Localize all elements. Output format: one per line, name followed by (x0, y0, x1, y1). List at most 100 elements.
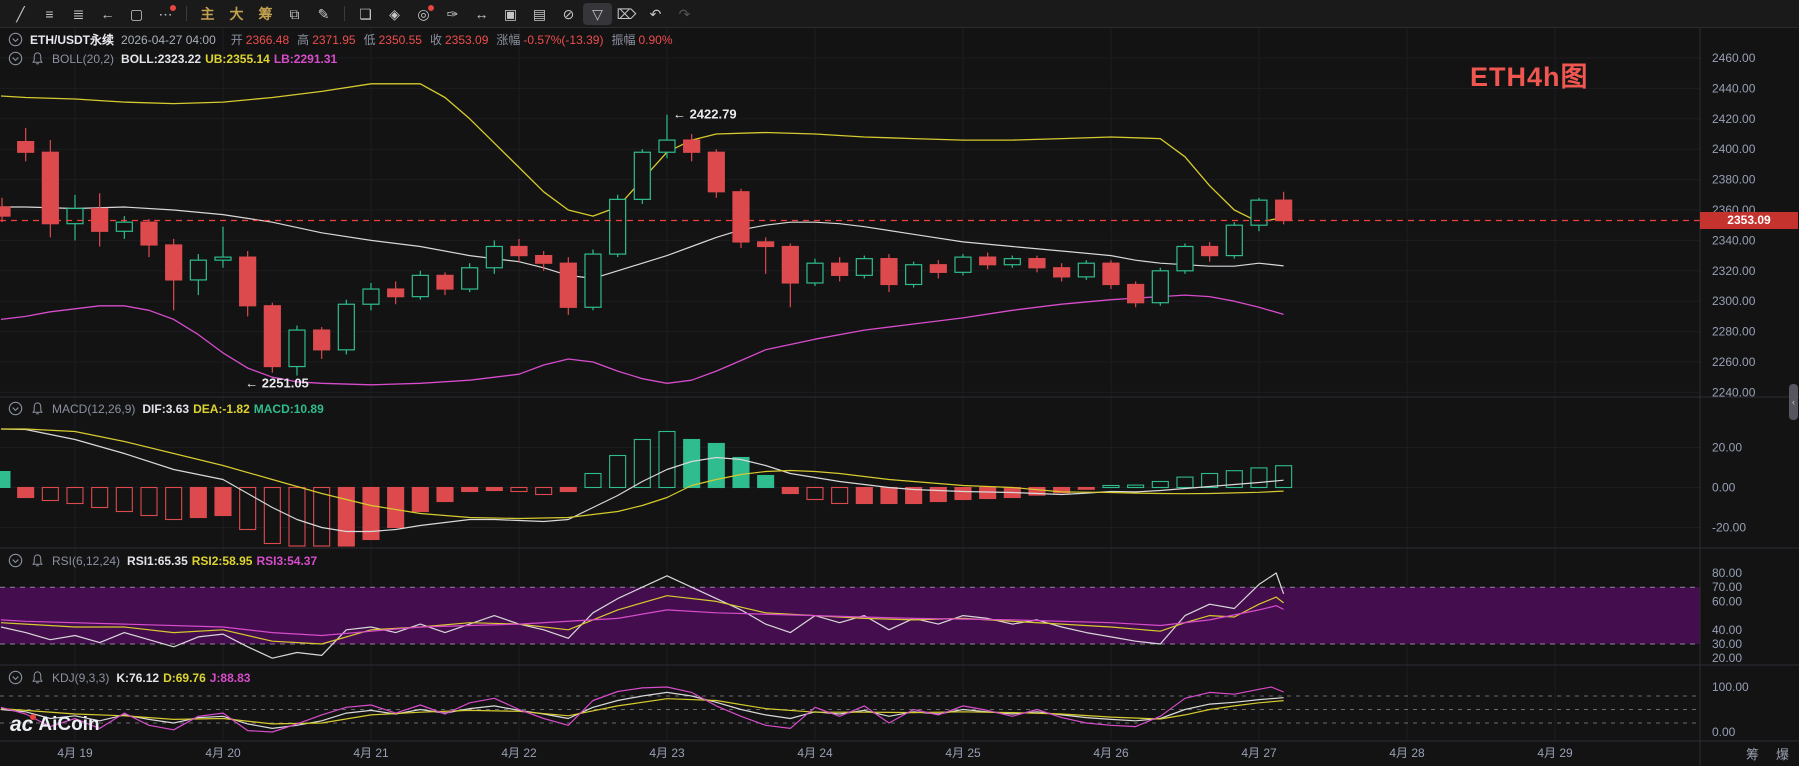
toolbar-divider (344, 6, 345, 21)
candle (732, 191, 750, 243)
macd-bar (535, 486, 553, 496)
aicoin-logo-text: AiCoin (38, 714, 100, 735)
macd-bar (313, 486, 331, 547)
candle (929, 264, 947, 273)
candle (1077, 262, 1095, 278)
indicator-value: RSI3:54.37 (256, 553, 318, 568)
chevron-down-icon[interactable] (8, 32, 23, 47)
macd-bar (954, 486, 972, 501)
chevron-down-icon[interactable] (8, 401, 23, 416)
candle (855, 258, 873, 276)
field-label: 高 (297, 33, 310, 47)
undo-icon[interactable]: ↶ (649, 5, 662, 22)
kdj-axis-label: 0.00 (1712, 725, 1736, 739)
candle (313, 329, 331, 351)
filter-icon[interactable]: ▽ (583, 2, 612, 25)
candle (559, 262, 577, 308)
measure-icon[interactable]: ↔ (474, 5, 489, 22)
kdj-legend: KDJ(9,3,3) K:76.12 D:69.76 J:88.83 (8, 670, 254, 685)
rectangle-tool-icon[interactable]: ▢ (129, 5, 144, 22)
indicator-values: RSI1:65.35 RSI2:58.95 RSI3:54.37 (127, 554, 321, 568)
order-form-icon[interactable]: ▤ (532, 5, 547, 22)
candle (905, 264, 923, 286)
macd-dea-line (1, 428, 1284, 520)
liquidation-button[interactable]: 爆 (1776, 747, 1790, 762)
macd-legend: MACD(12,26,9) DIF:3.63 DEA:-1.82 MACD:10.8… (8, 401, 328, 416)
macd-bar (658, 430, 676, 489)
boll-legend: BOLL(20,2) BOLL:2323.22 UB:2355.14 LB:2291… (8, 51, 341, 66)
indicator-values: BOLL:2323.22 UB:2355.14 LB:2291.31 (121, 52, 341, 66)
large-view-button[interactable]: 大 (229, 5, 244, 22)
boll-lower-line (0, 294, 1284, 386)
price-axis-label: 2300.00 (1712, 294, 1756, 308)
chevron-down-icon[interactable] (8, 553, 23, 568)
datetime-label: 2026-04-27 04:00 (121, 32, 216, 47)
brush-tool-icon[interactable]: ⋯ (151, 3, 180, 25)
lock-icon[interactable]: ▣ (503, 5, 518, 22)
macd-bar (831, 486, 849, 505)
alert-bell-icon[interactable] (30, 401, 45, 416)
candle (1102, 262, 1120, 286)
macd-bar (929, 486, 947, 503)
macd-bar (905, 486, 923, 505)
indicator-value: J:88.83 (209, 670, 251, 685)
indicator-value: D:69.76 (163, 670, 206, 685)
macd-bar (510, 486, 528, 493)
chips-distribution-button[interactable]: 筹 (1746, 747, 1760, 762)
candle (17, 141, 35, 153)
macd-bar (1176, 476, 1194, 489)
candle (658, 139, 676, 153)
chevron-down-icon[interactable] (8, 670, 23, 685)
kdj-d-line (0, 698, 1284, 725)
edit-pen-icon[interactable]: ✎ (317, 5, 330, 22)
field-label: 开 (230, 33, 243, 47)
macd-bar (337, 486, 355, 547)
kdj-axis-label: 100.00 (1712, 680, 1749, 694)
aicoin-logo-mark: ac (10, 713, 37, 736)
signature-pen-icon[interactable]: ✑ (446, 5, 459, 22)
macd-bar (411, 486, 429, 513)
magnet-icon[interactable]: ⊘ (562, 5, 575, 22)
time-axis-label: 4月 27 (1241, 746, 1277, 760)
candle (263, 305, 281, 368)
macd-bar (707, 442, 725, 489)
field-label: 振幅 (611, 33, 636, 47)
alert-bell-icon[interactable] (30, 670, 45, 685)
alert-bell-icon[interactable] (30, 51, 45, 66)
candle (189, 259, 207, 281)
axis-collapse-handle[interactable]: ‹ (1789, 384, 1798, 420)
main-view-button[interactable]: 主 (200, 5, 215, 22)
time-axis-label: 4月 25 (945, 746, 981, 760)
symbol-label: ETH/USDT永续 (30, 33, 115, 47)
candle (362, 288, 380, 305)
chevron-down-icon[interactable] (8, 51, 23, 66)
rsi-axis-label: 40.00 (1712, 623, 1742, 637)
fib-retracement-icon[interactable]: ≡ (45, 5, 54, 22)
time-axis-label: 4月 21 (353, 746, 389, 760)
macd-bar (485, 486, 503, 492)
arrow-tool-icon[interactable]: ← (100, 5, 115, 22)
macd-bar (91, 486, 109, 509)
rsi-axis-label: 80.00 (1712, 566, 1742, 580)
candle (633, 151, 651, 200)
kdj-k-line (0, 691, 1284, 730)
macd-bar (436, 486, 454, 503)
low-annotation: ← 2251.05 (245, 376, 309, 391)
candle (880, 258, 898, 286)
redo-icon[interactable]: ↷ (678, 5, 691, 22)
macd-bar (41, 486, 59, 502)
trash-icon[interactable]: ⌦ (616, 5, 637, 22)
trend-line-icon[interactable]: ╱ (16, 5, 25, 22)
zoom-search-icon[interactable]: ◎ (409, 3, 438, 25)
macd-bar (806, 486, 824, 501)
price-tag-icon[interactable]: ◈ (389, 5, 400, 22)
boll-upper-line (0, 83, 1284, 223)
chips-view-button[interactable]: 筹 (258, 5, 273, 22)
bookmark-icon[interactable]: ❏ (359, 5, 372, 22)
pane-layout-icon[interactable]: ⧉ (289, 5, 300, 22)
candle (485, 245, 503, 269)
alert-bell-icon[interactable] (30, 553, 45, 568)
drawings-menu-icon[interactable]: ≣ (72, 5, 85, 22)
